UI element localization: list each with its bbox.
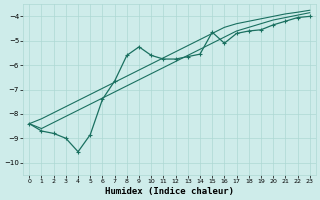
X-axis label: Humidex (Indice chaleur): Humidex (Indice chaleur) — [105, 187, 234, 196]
